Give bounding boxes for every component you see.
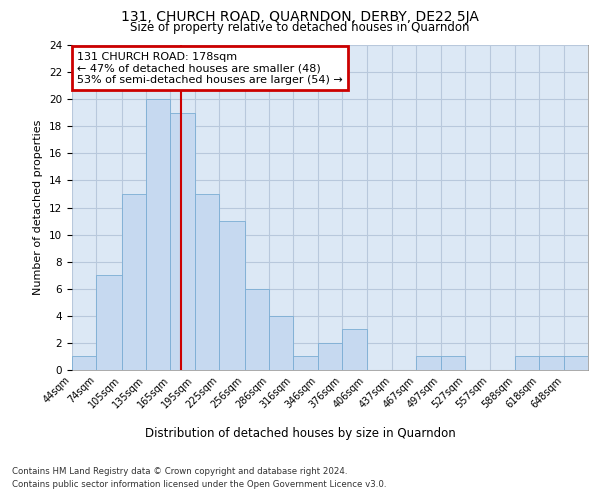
Bar [539, 356, 563, 370]
Bar [318, 343, 342, 370]
Bar [342, 330, 367, 370]
Text: Contains public sector information licensed under the Open Government Licence v3: Contains public sector information licen… [12, 480, 386, 489]
Bar [146, 99, 170, 370]
Text: 131 CHURCH ROAD: 178sqm
← 47% of detached houses are smaller (48)
53% of semi-de: 131 CHURCH ROAD: 178sqm ← 47% of detache… [77, 52, 343, 84]
Bar [97, 275, 122, 370]
Text: Size of property relative to detached houses in Quarndon: Size of property relative to detached ho… [130, 21, 470, 34]
Bar [72, 356, 97, 370]
Bar [416, 356, 440, 370]
Bar [515, 356, 539, 370]
Text: Contains HM Land Registry data © Crown copyright and database right 2024.: Contains HM Land Registry data © Crown c… [12, 468, 347, 476]
Bar [269, 316, 293, 370]
Text: 131, CHURCH ROAD, QUARNDON, DERBY, DE22 5JA: 131, CHURCH ROAD, QUARNDON, DERBY, DE22 … [121, 10, 479, 24]
Text: Distribution of detached houses by size in Quarndon: Distribution of detached houses by size … [145, 428, 455, 440]
Bar [440, 356, 465, 370]
Bar [170, 112, 195, 370]
Bar [195, 194, 220, 370]
Bar [220, 221, 245, 370]
Y-axis label: Number of detached properties: Number of detached properties [34, 120, 43, 295]
Bar [245, 289, 269, 370]
Bar [563, 356, 588, 370]
Bar [122, 194, 146, 370]
Bar [293, 356, 318, 370]
